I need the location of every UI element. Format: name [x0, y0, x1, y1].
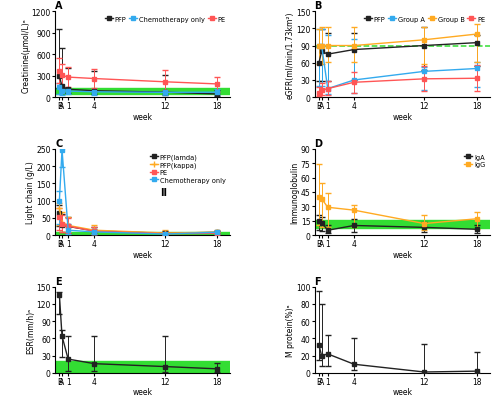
- Text: II: II: [160, 188, 167, 197]
- Y-axis label: M protein(%)ᵃ: M protein(%)ᵃ: [286, 304, 294, 356]
- Y-axis label: eGFR(ml/min/1.73km²): eGFR(ml/min/1.73km²): [286, 11, 294, 99]
- Bar: [55, 361, 231, 373]
- Text: F: F: [314, 276, 321, 286]
- X-axis label: week: week: [132, 112, 152, 122]
- X-axis label: week: week: [392, 250, 412, 259]
- X-axis label: week: week: [392, 112, 412, 122]
- Bar: [55, 232, 231, 235]
- Legend: PFP, Group A, Group B, PE: PFP, Group A, Group B, PE: [362, 15, 486, 24]
- Legend: IgA, IgG: IgA, IgG: [463, 153, 486, 169]
- Text: A: A: [55, 1, 62, 11]
- X-axis label: week: week: [132, 250, 152, 259]
- Bar: [55, 89, 231, 95]
- Text: C: C: [55, 139, 62, 149]
- Legend: PFP, Chemotherapy only, PE: PFP, Chemotherapy only, PE: [104, 15, 227, 24]
- Text: D: D: [314, 139, 322, 149]
- Y-axis label: ESR(mm/h)ᵃ: ESR(mm/h)ᵃ: [26, 307, 35, 353]
- Bar: [314, 220, 490, 229]
- Y-axis label: Light chain (g/L): Light chain (g/L): [26, 161, 35, 224]
- X-axis label: week: week: [392, 387, 412, 397]
- Text: E: E: [55, 276, 62, 286]
- Y-axis label: Immunoglobulin: Immunoglobulin: [290, 162, 300, 223]
- Legend: PFP(lamda), PFP(kappa), PE, Chemotherapy only: PFP(lamda), PFP(kappa), PE, Chemotherapy…: [148, 153, 227, 184]
- X-axis label: week: week: [132, 387, 152, 397]
- Text: B: B: [314, 1, 322, 11]
- Y-axis label: Creatinine(μmol/L)ᵃ: Creatinine(μmol/L)ᵃ: [21, 18, 30, 92]
